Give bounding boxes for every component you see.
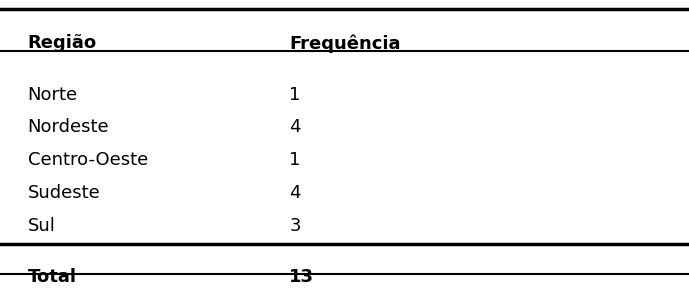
- Text: Sudeste: Sudeste: [28, 184, 101, 202]
- Text: 4: 4: [289, 184, 301, 202]
- Text: 3: 3: [289, 217, 301, 235]
- Text: 13: 13: [289, 268, 314, 286]
- Text: 1: 1: [289, 151, 301, 169]
- Text: Região: Região: [28, 34, 96, 52]
- Text: Norte: Norte: [28, 86, 78, 104]
- Text: 4: 4: [289, 118, 301, 136]
- Text: Frequência: Frequência: [289, 34, 401, 53]
- Text: Sul: Sul: [28, 217, 55, 235]
- Text: 1: 1: [289, 86, 301, 104]
- Text: Centro-Oeste: Centro-Oeste: [28, 151, 148, 169]
- Text: Nordeste: Nordeste: [28, 118, 109, 136]
- Text: Total: Total: [28, 268, 76, 286]
